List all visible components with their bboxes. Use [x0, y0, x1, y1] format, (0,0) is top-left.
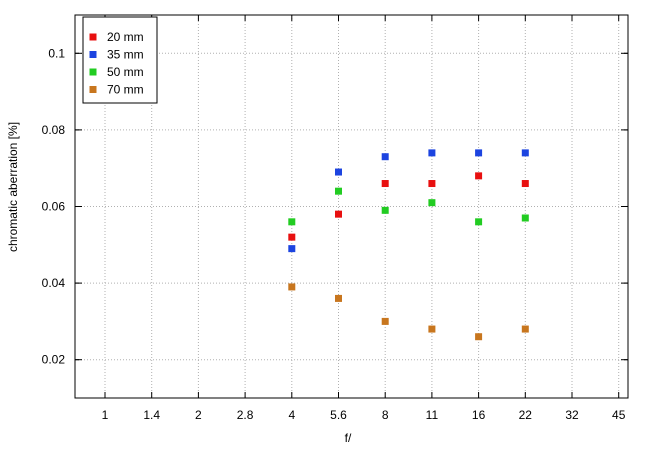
legend-marker — [89, 86, 97, 93]
x-tick-label: 5.6 — [330, 408, 347, 422]
x-tick-label: 11 — [426, 408, 439, 422]
y-tick-label: 0.04 — [42, 276, 66, 290]
data-point — [475, 218, 483, 226]
data-point — [335, 294, 342, 302]
data-point — [521, 325, 529, 333]
data-point — [381, 317, 389, 325]
y-tick-labels: 0.02 0.04 0.06 0.08 0.1 — [42, 46, 66, 366]
legend-label: 35 mm — [107, 48, 144, 62]
x-tick-label: 16 — [472, 408, 486, 422]
data-point — [475, 333, 483, 341]
x-tick-label: 22 — [519, 408, 533, 422]
legend-marker — [89, 68, 97, 76]
legend-label: 50 mm — [107, 65, 144, 79]
data-point — [335, 187, 342, 195]
data-point — [428, 149, 436, 157]
y-tick-label: 0.08 — [42, 123, 66, 137]
data-point — [335, 168, 342, 176]
x-tick-label: 2 — [195, 408, 202, 422]
data-point — [381, 153, 389, 161]
x-tick-label: 32 — [565, 408, 579, 422]
x-tick-label: 8 — [382, 408, 389, 422]
y-tick-label: 0.06 — [42, 200, 66, 214]
data-point — [428, 199, 436, 207]
data-point — [521, 180, 529, 188]
data-point — [335, 210, 342, 218]
data-point — [475, 149, 483, 157]
y-tick-label: 0.02 — [42, 353, 66, 367]
legend-label: 70 mm — [107, 83, 144, 97]
x-axis-label: f/ — [345, 431, 352, 445]
data-point — [428, 180, 436, 188]
x-tick-label: 4 — [288, 408, 295, 422]
data-point — [475, 172, 483, 180]
data-point — [288, 245, 296, 253]
x-tick-labels: 1 1.4 2 2.8 4 5.6 8 11 16 22 32 45 — [102, 408, 626, 422]
data-points — [288, 149, 529, 341]
y-axis-label: chromatic aberration [%] — [6, 122, 20, 252]
data-point — [288, 283, 296, 291]
legend-label: 20 mm — [107, 30, 144, 44]
data-point — [521, 214, 529, 222]
legend: 20 mm 35 mm 50 mm 70 mm — [82, 16, 158, 104]
data-point — [381, 206, 389, 214]
x-tick-label: 45 — [612, 408, 626, 422]
data-point — [381, 180, 389, 188]
data-point — [521, 149, 529, 157]
x-tick-label: 1 — [102, 408, 109, 422]
legend-marker — [89, 51, 97, 58]
data-point — [428, 325, 436, 333]
x-tick-label: 1.4 — [143, 408, 160, 422]
legend-marker — [89, 33, 97, 41]
data-point — [288, 233, 296, 241]
data-point — [288, 218, 296, 226]
x-tick-label: 2.8 — [237, 408, 254, 422]
y-tick-label: 0.1 — [48, 46, 65, 60]
